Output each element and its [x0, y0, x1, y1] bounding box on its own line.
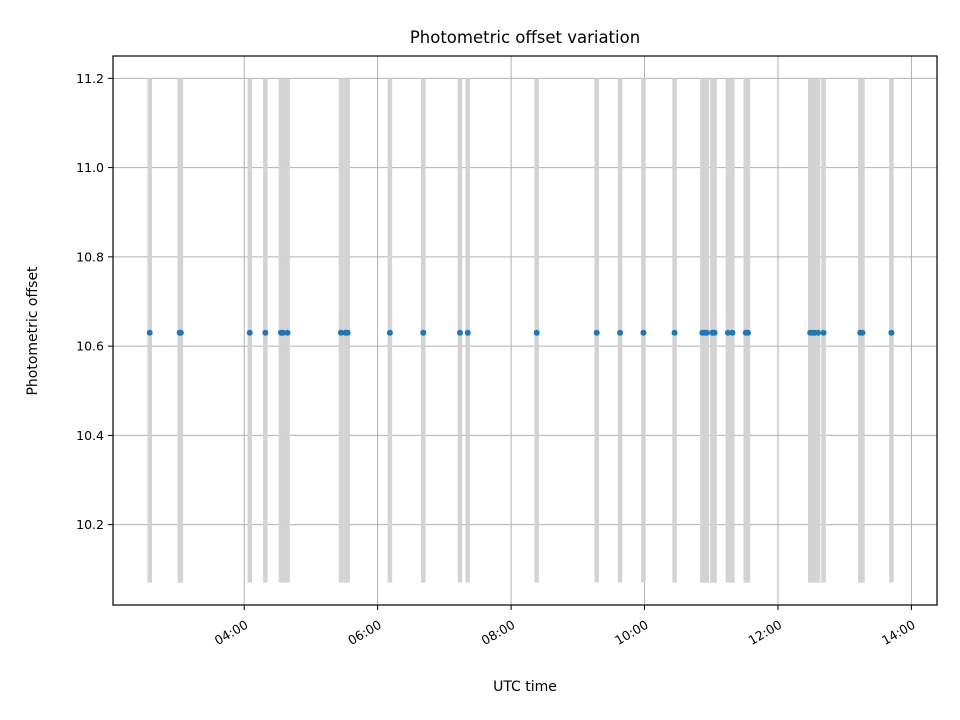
data-point-14 — [464, 329, 471, 336]
data-point-4 — [262, 329, 269, 336]
data-point-7 — [284, 329, 291, 336]
y-tick-label-5: 11.2 — [76, 71, 104, 86]
chart-title: Photometric offset variation — [410, 28, 640, 47]
data-point-11 — [386, 329, 393, 336]
data-point-12 — [420, 329, 427, 336]
data-point-2 — [177, 329, 184, 336]
y-tick-label-2: 10.6 — [76, 339, 104, 354]
data-point-18 — [640, 329, 647, 336]
data-point-6 — [280, 329, 287, 336]
data-point-10 — [344, 329, 351, 336]
data-point-8 — [337, 329, 344, 336]
data-point-19 — [671, 329, 678, 336]
y-tick-label-3: 10.8 — [76, 249, 104, 264]
data-point-13 — [456, 329, 463, 336]
y-tick-label-0: 10.2 — [76, 517, 104, 532]
data-point-17 — [617, 329, 624, 336]
data-point-15 — [533, 329, 540, 336]
data-point-24 — [711, 329, 718, 336]
data-point-16 — [593, 329, 600, 336]
data-point-35 — [859, 329, 866, 336]
plot-frame — [112, 55, 938, 606]
data-point-22 — [703, 329, 710, 336]
data-point-0 — [146, 329, 153, 336]
data-point-32 — [815, 329, 822, 336]
y-axis-label: Photometric offset — [25, 266, 41, 396]
y-tick-label-1: 10.4 — [76, 428, 104, 443]
data-point-25 — [724, 329, 731, 336]
data-point-28 — [744, 329, 751, 336]
y-axis: 10.2 10.4 10.6 10.8 11.0 11.2 — [76, 71, 113, 532]
data-point-36 — [888, 329, 895, 336]
data-point-3 — [246, 329, 253, 336]
points — [146, 329, 895, 336]
x-axis-label: UTC time — [493, 679, 557, 695]
data-point-26 — [729, 329, 736, 336]
data-point-33 — [820, 329, 827, 336]
y-tick-label-4: 11.0 — [76, 160, 104, 175]
